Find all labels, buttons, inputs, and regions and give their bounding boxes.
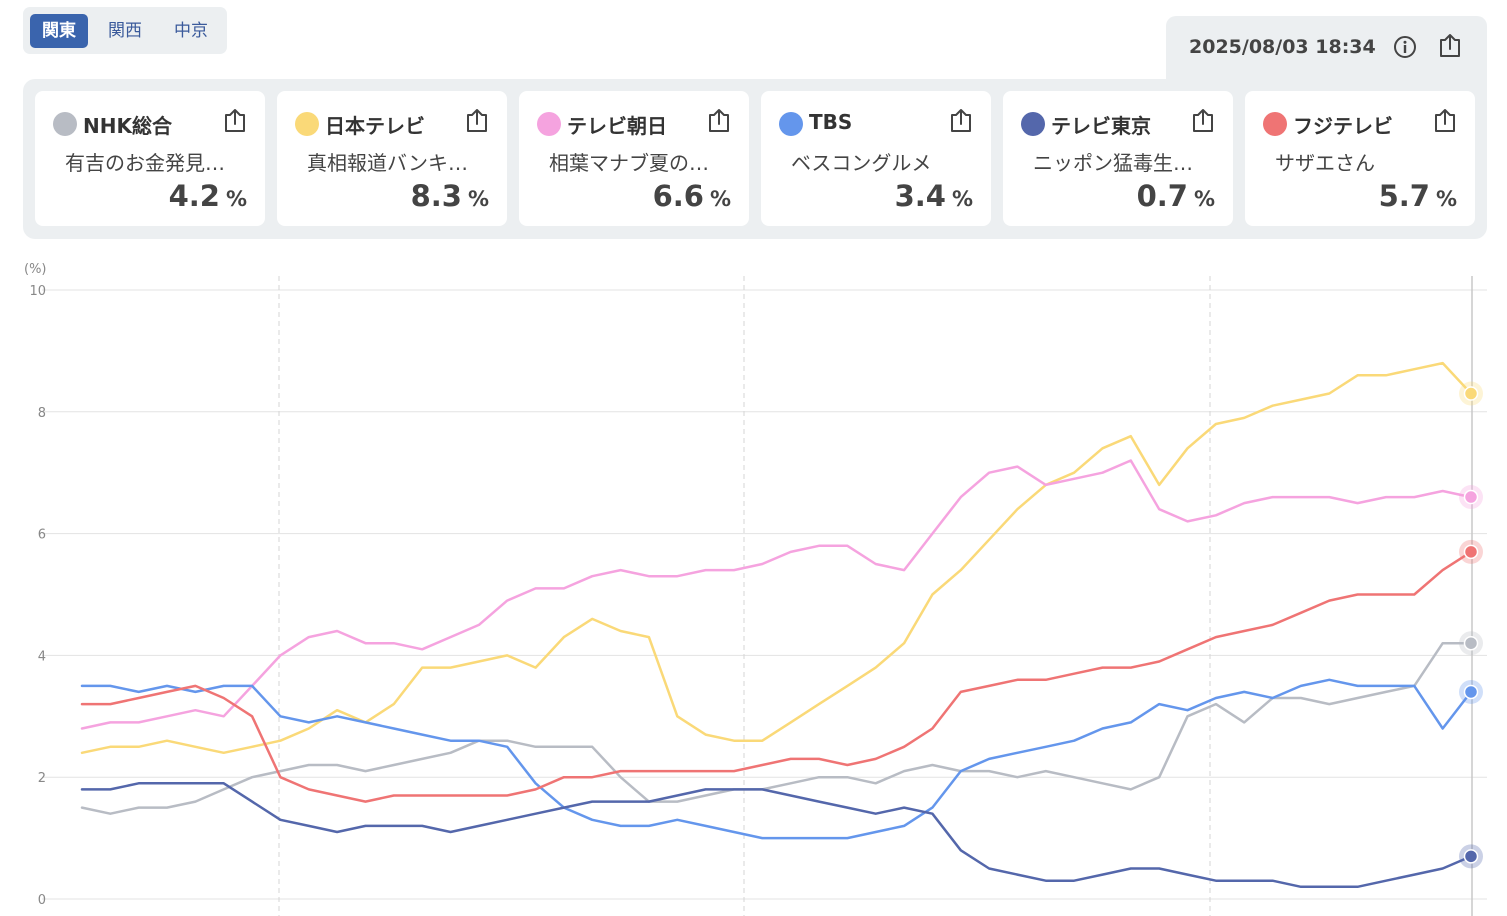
series-end-point[interactable]: [1463, 489, 1479, 505]
channel-color-dot: [537, 112, 561, 136]
rating-unit: %: [467, 187, 489, 211]
share-export-icon[interactable]: [463, 107, 491, 135]
program-title: ニッポン猛毒生…: [1033, 151, 1193, 175]
y-tick-label: 6: [38, 528, 46, 543]
rating-number: 5.7: [1378, 179, 1430, 213]
program-title: 有吉のお金発見…: [65, 151, 225, 175]
timestamp: 2025/08/03 18:34: [1189, 36, 1376, 58]
series-line: [80, 550, 1473, 803]
series-line: [80, 361, 1473, 755]
y-axis: (%) 0 2 4 6 8 10: [24, 262, 47, 908]
channel-name: NHK総合: [83, 114, 172, 138]
share-export-icon[interactable]: [705, 107, 733, 135]
series-line: [80, 641, 1473, 815]
chart-end-markers: [1459, 381, 1483, 869]
share-export-icon[interactable]: [1436, 32, 1464, 60]
chart-series: [80, 361, 1473, 889]
rating-value: 4.2%: [169, 179, 247, 213]
share-export-icon[interactable]: [221, 107, 249, 135]
rating-value: 3.4%: [895, 179, 973, 213]
program-title: ベスコングルメ: [791, 151, 932, 175]
share-export-icon[interactable]: [1189, 107, 1217, 135]
program-title: 真相報道バンキ…: [307, 151, 468, 175]
program-title: 相葉マナブ夏の…: [549, 151, 709, 175]
chart-grid: [42, 276, 1487, 916]
channel-name: フジテレビ: [1293, 114, 1393, 138]
series-line: [80, 678, 1473, 840]
channel-card-nhk[interactable]: NHK総合 有吉のお金発見… 4.2%: [35, 91, 265, 226]
channel-cards-panel: NHK総合 有吉のお金発見… 4.2% 日本テレビ 真相報道バンキ… 8.3% …: [23, 79, 1487, 239]
channel-card-tv-asahi[interactable]: テレビ朝日 相葉マナブ夏の… 6.6%: [519, 91, 749, 226]
series-line: [80, 459, 1473, 730]
ratings-line-chart: (%) 0 2 4 6 8 10: [24, 262, 1487, 916]
channel-name: テレビ朝日: [567, 114, 667, 138]
tab-kanto[interactable]: 関東: [30, 14, 88, 48]
series-end-point[interactable]: [1463, 386, 1479, 401]
tab-chukyo[interactable]: 中京: [174, 21, 208, 41]
channel-name: 日本テレビ: [325, 114, 425, 138]
rating-value: 8.3%: [411, 179, 489, 213]
info-circle-icon[interactable]: [1392, 34, 1418, 60]
channel-color-dot: [1021, 112, 1045, 136]
rating-unit: %: [1193, 187, 1215, 211]
channel-color-dot: [779, 112, 803, 136]
y-tick-label: 2: [38, 771, 46, 786]
y-tick-label: 10: [29, 284, 46, 299]
rating-number: 0.7: [1136, 179, 1188, 213]
channel-color-dot: [295, 112, 319, 136]
y-tick-label: 4: [38, 649, 46, 664]
series-end-point[interactable]: [1463, 544, 1479, 560]
rating-number: 8.3: [410, 179, 462, 213]
tab-kansai[interactable]: 関西: [108, 21, 142, 41]
y-tick-label: 0: [38, 893, 46, 908]
channel-name: TBS: [809, 110, 853, 134]
series-end-point[interactable]: [1463, 684, 1479, 700]
rating-number: 6.6: [652, 179, 704, 213]
series-line: [80, 782, 1473, 889]
rating-unit: %: [225, 187, 247, 211]
rating-value: 6.6%: [653, 179, 731, 213]
rating-value: 0.7%: [1137, 179, 1215, 213]
channel-color-dot: [1263, 112, 1287, 136]
share-export-icon[interactable]: [947, 107, 975, 135]
channel-card-tbs[interactable]: TBS ベスコングルメ 3.4%: [761, 91, 991, 226]
channel-card-ntv[interactable]: 日本テレビ 真相報道バンキ… 8.3%: [277, 91, 507, 226]
rating-value: 5.7%: [1379, 179, 1457, 213]
rating-unit: %: [709, 187, 731, 211]
series-end-point[interactable]: [1463, 635, 1479, 651]
channel-color-dot: [53, 112, 77, 136]
program-title: サザエさん: [1275, 151, 1375, 175]
channel-name: テレビ東京: [1051, 114, 1151, 138]
rating-unit: %: [951, 187, 973, 211]
share-export-icon[interactable]: [1431, 107, 1459, 135]
rating-unit: %: [1435, 187, 1457, 211]
region-tabs: 関東 関西 中京: [23, 7, 227, 54]
y-axis-unit-label: (%): [24, 262, 47, 277]
channel-card-tv-tokyo[interactable]: テレビ東京 ニッポン猛毒生… 0.7%: [1003, 91, 1233, 226]
channel-card-fuji[interactable]: フジテレビ サザエさん 5.7%: [1245, 91, 1475, 226]
series-end-point[interactable]: [1463, 849, 1479, 864]
y-tick-label: 8: [38, 406, 46, 421]
rating-number: 4.2: [168, 179, 220, 213]
rating-number: 3.4: [894, 179, 946, 213]
